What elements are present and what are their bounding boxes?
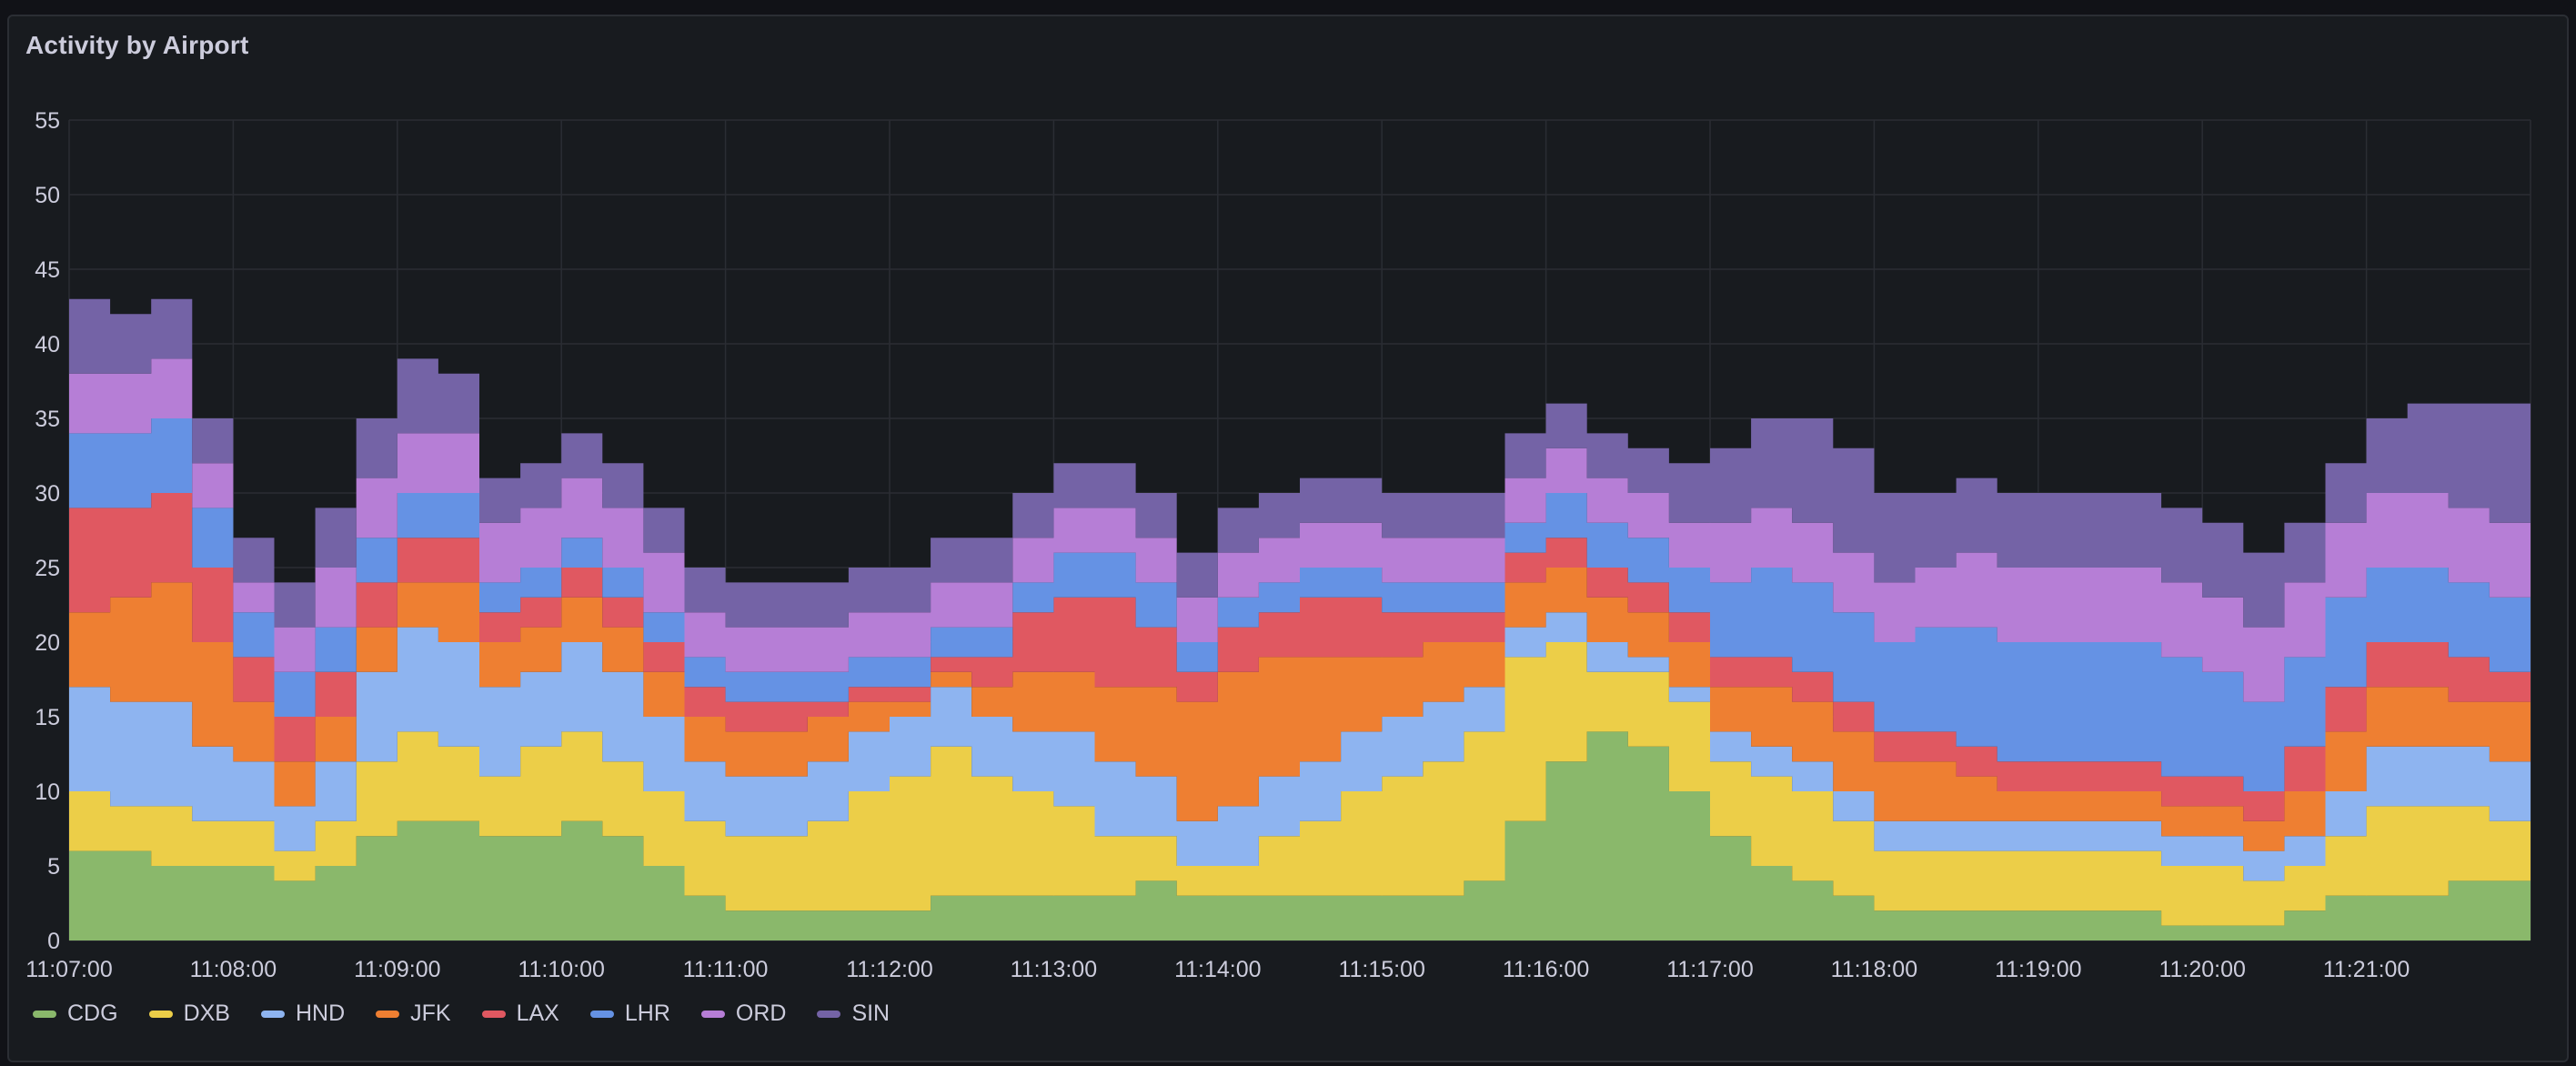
y-tick-label: 5: [47, 854, 60, 880]
legend-item-hnd[interactable]: HND: [260, 1001, 346, 1027]
legend: CDG DXB HND JFK LAX LHR ORD SIN: [33, 1001, 890, 1027]
series-area-jfk[interactable]: [69, 568, 2531, 851]
y-tick-label: 0: [47, 929, 60, 954]
legend-label: DXB: [183, 1001, 230, 1026]
legend-label: SIN: [851, 1001, 891, 1026]
x-tick-label: 11:09:00: [354, 957, 440, 982]
x-axis-ticks: 11:07:00 11:08:00 11:09:00 11:10:00 11:11:00…: [25, 957, 2410, 982]
y-tick-label: 55: [35, 108, 60, 134]
series-area-lax[interactable]: [69, 493, 2531, 821]
x-tick-label: 11:21:00: [2323, 957, 2410, 982]
y-tick-label: 15: [35, 705, 60, 730]
x-tick-label: 11:11:00: [683, 957, 769, 982]
legend-swatch: [481, 1010, 506, 1018]
y-tick-label: 35: [35, 407, 60, 432]
legend-item-sin[interactable]: SIN: [817, 1001, 890, 1027]
series-area-hnd[interactable]: [69, 612, 2531, 881]
x-tick-label: 11:10:00: [518, 957, 604, 982]
legend-item-lhr[interactable]: LHR: [589, 1001, 670, 1027]
x-tick-label: 11:19:00: [1995, 957, 2081, 982]
legend-swatch: [33, 1010, 56, 1018]
y-tick-label: 10: [35, 779, 60, 805]
x-tick-label: 11:20:00: [2158, 957, 2245, 982]
legend-swatch: [148, 1010, 173, 1018]
legend-item-ord[interactable]: ORD: [700, 1001, 787, 1027]
y-tick-label: 45: [35, 257, 60, 283]
x-tick-label: 11:15:00: [1338, 957, 1424, 982]
legend-swatch: [589, 1010, 614, 1018]
y-tick-label: 30: [35, 481, 60, 507]
legend-label: LAX: [516, 1001, 559, 1026]
legend-label: ORD: [735, 1001, 787, 1026]
y-tick-label: 50: [35, 183, 60, 208]
legend-label: JFK: [410, 1001, 451, 1026]
x-tick-label: 11:13:00: [1011, 957, 1097, 982]
x-tick-label: 11:08:00: [190, 957, 277, 982]
y-tick-label: 40: [35, 332, 60, 357]
panel-title: Activity by Airport: [25, 31, 249, 59]
x-tick-label: 11:18:00: [1831, 957, 1917, 982]
legend-item-jfk[interactable]: JFK: [376, 1001, 451, 1027]
legend-swatch: [376, 1010, 400, 1018]
series-area-lhr[interactable]: [69, 418, 2531, 791]
series-area-sin[interactable]: [69, 298, 2531, 628]
legend-swatch: [817, 1010, 841, 1018]
legend-item-lax[interactable]: LAX: [481, 1001, 559, 1027]
series-area-dxb[interactable]: [69, 642, 2531, 926]
legend-item-dxb[interactable]: DXB: [148, 1001, 230, 1027]
series-areas: [69, 298, 2531, 940]
x-tick-label: 11:14:00: [1174, 957, 1261, 982]
x-tick-label: 11:12:00: [846, 957, 932, 982]
x-tick-label: 11:16:00: [1503, 957, 1589, 982]
legend-label: CDG: [67, 1001, 118, 1026]
x-tick-label: 11:07:00: [25, 957, 112, 982]
chart-panel: Activity by Airport 0 5 10 15 20 25 30 35 40 45 50…: [7, 15, 2569, 1062]
legend-label: HND: [295, 1001, 346, 1026]
legend-item-cdg[interactable]: CDG: [33, 1001, 118, 1027]
legend-swatch: [700, 1010, 725, 1018]
x-tick-label: 11:17:00: [1666, 957, 1753, 982]
y-tick-label: 20: [35, 630, 60, 656]
legend-label: LHR: [624, 1001, 670, 1026]
y-tick-label: 25: [35, 556, 60, 581]
y-axis-ticks: 0 5 10 15 20 25 30 35 40 45 50 55: [35, 108, 60, 954]
legend-swatch: [260, 1010, 285, 1018]
